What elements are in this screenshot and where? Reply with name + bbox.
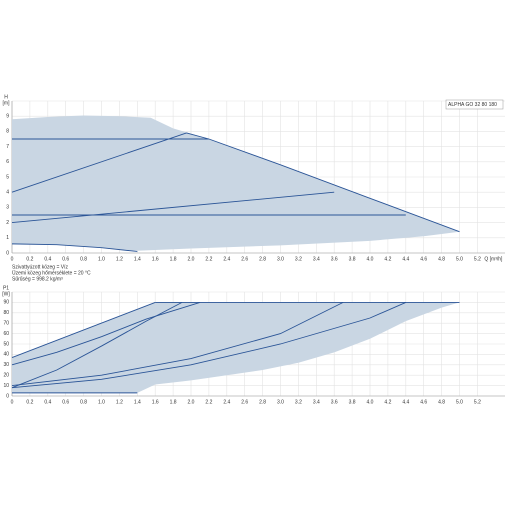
x-tick-label: 2.0 [188,399,195,405]
x-tick-label: 1.6 [152,399,159,405]
curve [11,243,138,252]
y-axis-unit: [m] [3,100,11,106]
x-tick-label: 5.0 [456,399,463,405]
x-axis-label: Q [m³/h] [484,256,503,262]
x-tick-label: 1.8 [170,256,177,262]
note: Üzemi közeg hőmérséklete = 20 °C [12,269,91,276]
x-tick-label: 1.6 [152,256,159,262]
x-tick-label: 5.0 [456,256,463,262]
curve [11,132,187,193]
x-tick-label: 0.4 [44,256,51,262]
y-tick-label: 4 [6,190,9,196]
x-tick-label: 4.2 [384,399,391,405]
y-tick-label: 50 [3,341,9,347]
x-tick-label: 3.8 [349,399,356,405]
y-tick-label: 20 [3,373,9,379]
x-tick-label: 3.4 [313,399,320,405]
x-tick-label: 4.8 [438,256,445,262]
y-tick-label: 70 [3,321,9,327]
note: Szivattyúzott közeg = Víz [12,264,68,270]
area [12,302,460,393]
x-tick-label: 3.0 [277,399,284,405]
curve [11,301,156,358]
x-tick-label: 3.6 [331,399,338,405]
x-tick-label: 2.8 [259,256,266,262]
x-tick-label: 1.4 [134,256,141,262]
x-tick-label: 0.6 [62,399,69,405]
x-tick-label: 0 [11,399,14,405]
y-tick-label: 10 [3,383,9,389]
x-tick-label: 5.2 [474,399,481,405]
x-tick-label: 2.8 [259,399,266,405]
y-tick-label: 8 [6,129,9,135]
x-tick-label: 2.6 [241,256,248,262]
curve [11,301,201,366]
y-tick-label: 2 [6,220,9,226]
y-tick-label: 7 [6,144,9,150]
y-tick-label: 6 [6,159,9,165]
x-tick-label: 3.2 [295,256,302,262]
curve [11,302,183,389]
y-tick-label: 3 [6,205,9,211]
x-tick-label: 0.8 [80,399,87,405]
x-tick-label: 3.8 [349,256,356,262]
x-tick-label: 0 [11,256,14,262]
x-tick-label: 3.2 [295,399,302,405]
x-tick-label: 4.0 [367,256,374,262]
y-tick-label: 0 [6,250,9,256]
curve [11,301,344,387]
x-tick-label: 0.2 [26,399,33,405]
x-tick-label: 0.6 [62,256,69,262]
x-tick-label: 5.2 [474,256,481,262]
x-tick-label: 4.6 [420,399,427,405]
x-tick-label: 1.2 [116,256,123,262]
y-tick-label: 40 [3,352,9,358]
y-axis-unit: [W] [2,291,10,297]
curve [11,301,406,389]
x-tick-label: 1.2 [116,399,123,405]
y-tick-label: 90 [3,300,9,306]
y-axis-label: P1 [3,285,9,291]
curve [11,191,335,224]
y-tick-label: 60 [3,331,9,337]
x-tick-label: 1.0 [98,399,105,405]
y-tick-label: 30 [3,362,9,368]
x-tick-label: 0.2 [26,256,33,262]
x-tick-label: 2.6 [241,399,248,405]
y-tick-label: 5 [6,174,9,180]
x-tick-label: 4.6 [420,256,427,262]
pump-label: ALPHA GO 32 80 180 [448,102,497,108]
x-tick-label: 3.4 [313,256,320,262]
y-tick-label: 80 [3,310,9,316]
y-tick-label: 1 [6,235,9,241]
x-tick-label: 1.4 [134,399,141,405]
note: Sűrűség = 998.2 kg/m³ [12,276,63,282]
x-tick-label: 3.6 [331,256,338,262]
curve [186,132,460,233]
x-tick-label: 4.4 [402,399,409,405]
y-axis-label: H [4,94,8,100]
x-tick-label: 4.0 [367,399,374,405]
x-tick-label: 2.2 [205,256,212,262]
x-tick-label: 4.8 [438,399,445,405]
x-tick-label: 2.4 [223,256,230,262]
y-tick-label: 9 [6,114,9,120]
x-tick-label: 1.8 [170,399,177,405]
x-tick-label: 2.4 [223,399,230,405]
x-tick-label: 1.0 [98,256,105,262]
x-tick-label: 2.2 [205,399,212,405]
y-tick-label: 0 [6,393,9,399]
x-tick-label: 2.0 [188,256,195,262]
x-tick-label: 0.4 [44,399,51,405]
x-tick-label: 4.2 [384,256,391,262]
x-tick-label: 4.4 [402,256,409,262]
label-box [445,99,504,110]
x-tick-label: 3.0 [277,256,284,262]
area [12,115,460,251]
x-tick-label: 0.8 [80,256,87,262]
